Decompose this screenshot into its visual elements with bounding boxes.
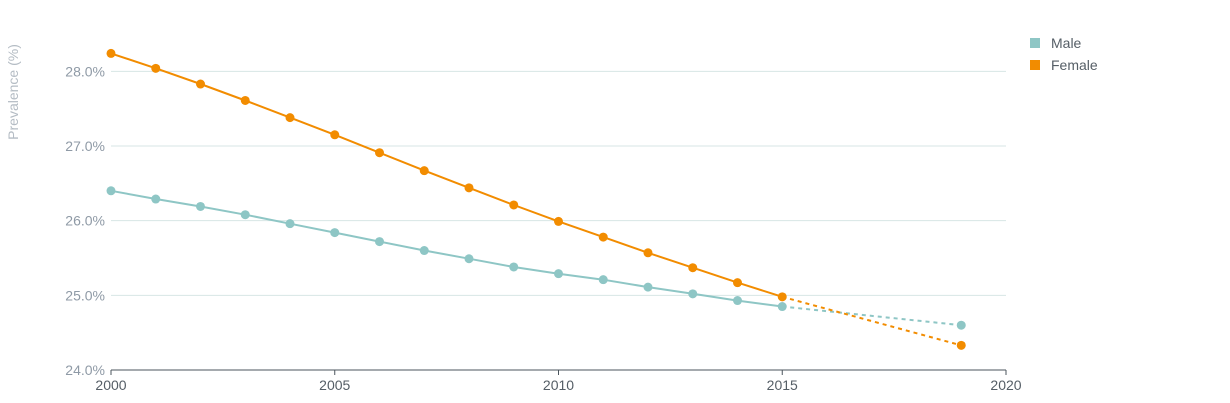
projection-point-female [956,340,966,350]
data-point-female [509,200,519,210]
data-point-male [598,275,608,285]
legend-label: Male [1051,35,1082,51]
legend-swatch [1030,38,1040,48]
x-tick-label: 2000 [95,377,126,393]
data-point-male [464,254,474,264]
data-point-male [643,282,653,292]
x-tick-label: 2015 [767,377,798,393]
x-tick-label: 2010 [543,377,574,393]
legend-swatch [1030,60,1040,70]
data-point-male [509,262,519,272]
y-tick-label: 24.0% [65,362,105,378]
data-point-male [688,289,698,299]
data-point-female [733,278,742,288]
data-point-female [151,63,161,73]
data-point-female [777,292,787,302]
data-point-male [777,302,787,312]
legend-item-female: Female [1030,57,1098,73]
data-point-female [554,216,563,226]
data-point-female [285,113,295,123]
legend-item-male: Male [1030,35,1082,51]
data-point-female [643,248,653,258]
grid-lines [111,70,1006,296]
series-line-male [110,189,783,308]
data-point-male [240,210,250,220]
data-point-female [688,263,698,273]
data-point-female [330,130,340,140]
data-point-female [419,166,429,176]
legend-label: Female [1051,57,1098,73]
projection-line-male [782,305,962,327]
series-line-female [110,52,783,298]
data-point-female [375,148,384,158]
data-point-male [285,219,295,229]
x-tick-label: 2005 [319,377,350,393]
x-axis-ticks: 2000 2005 2010 2015 2020 [95,370,1022,393]
y-tick-label: 26.0% [65,213,105,229]
data-point-male [330,228,340,238]
y-tick-label: 25.0% [65,287,105,303]
series-layer [106,48,966,350]
y-axis-title: Prevalence (%) [5,44,21,140]
legend: Male Female [1030,35,1098,73]
y-tick-label: 28.0% [65,63,105,79]
data-point-male [419,246,429,256]
y-tick-label: 27.0% [65,138,105,154]
data-point-male [375,237,384,247]
data-point-male [554,269,563,279]
y-axis-ticks: 24.0% 25.0% 26.0% 27.0% 28.0% [65,63,105,378]
data-point-male [733,296,742,306]
projection-point-male [956,320,966,330]
data-point-male [106,186,116,196]
data-point-female [464,183,474,193]
data-point-female [598,232,608,242]
data-point-male [196,201,205,211]
data-point-female [106,48,116,58]
series-male [106,186,966,330]
x-tick-label: 2020 [990,377,1021,393]
series-female [106,48,966,350]
projection-line-female [781,295,962,347]
data-point-female [196,79,205,89]
data-point-female [240,95,250,105]
data-point-male [151,194,161,204]
